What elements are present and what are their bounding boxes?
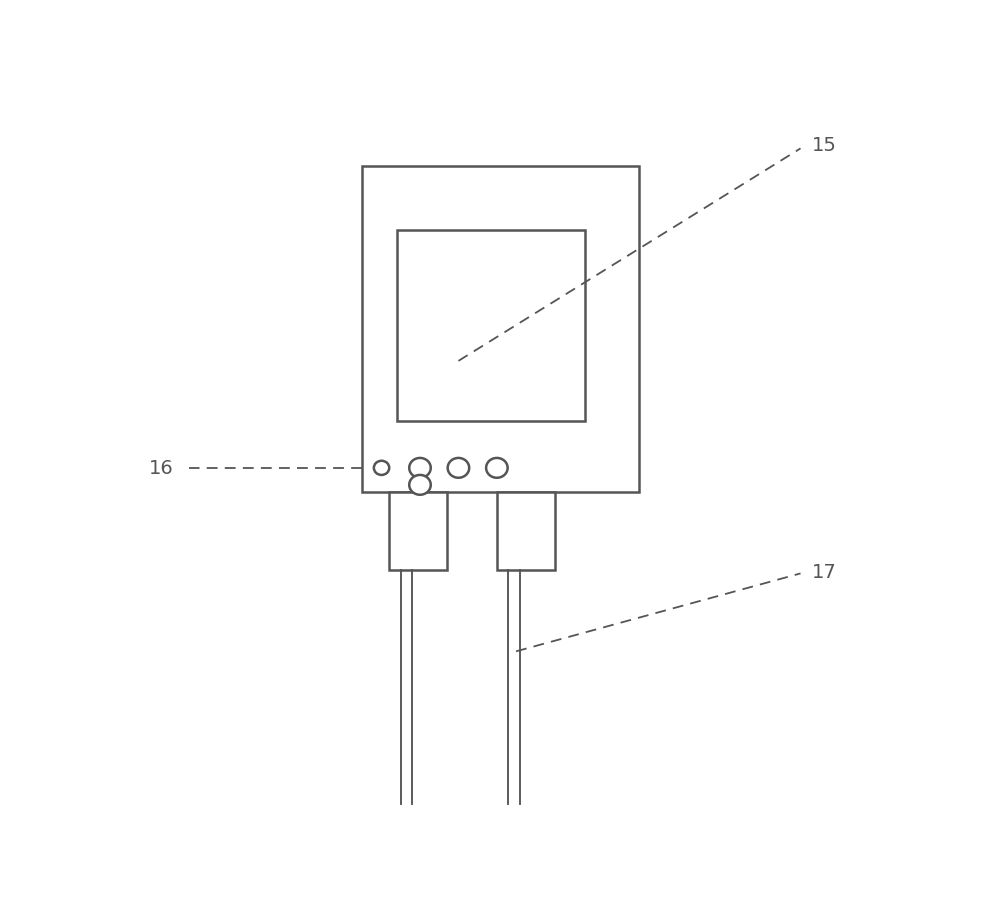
Circle shape — [447, 459, 469, 478]
Bar — [397, 231, 585, 422]
Bar — [362, 167, 639, 493]
Circle shape — [410, 475, 431, 495]
Circle shape — [374, 461, 389, 475]
Bar — [497, 493, 555, 570]
Text: 16: 16 — [149, 459, 174, 478]
Bar — [389, 493, 446, 570]
Circle shape — [486, 459, 508, 478]
Text: 17: 17 — [812, 562, 837, 581]
Circle shape — [410, 459, 431, 478]
Text: 15: 15 — [812, 136, 837, 155]
